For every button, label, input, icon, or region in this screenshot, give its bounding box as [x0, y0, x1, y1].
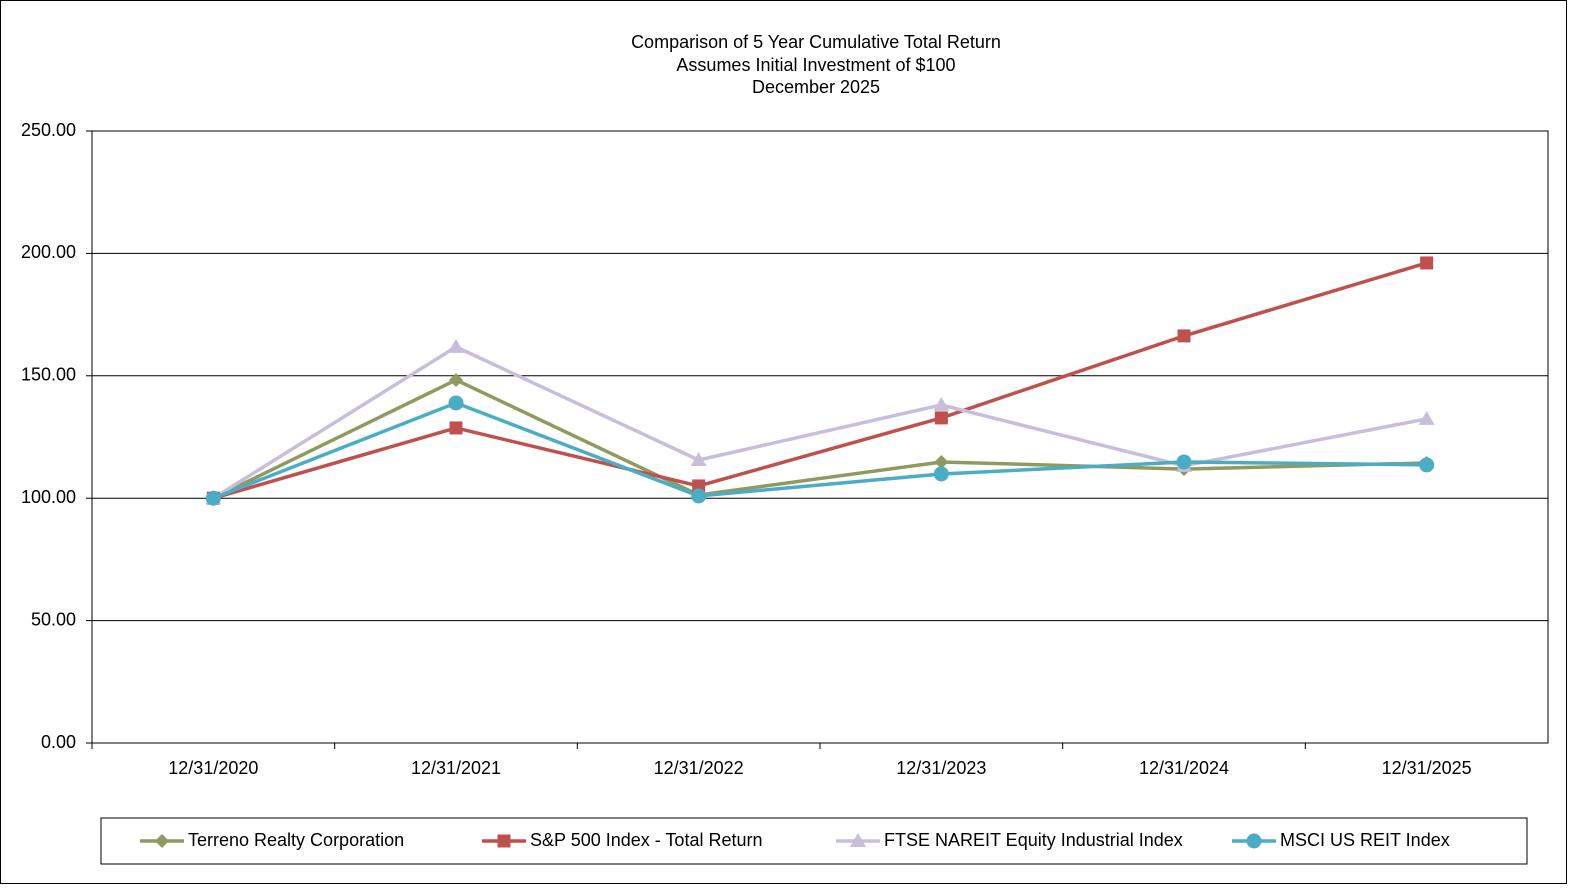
- legend-marker: [850, 833, 866, 847]
- data-point: [934, 454, 949, 469]
- legend-marker: [497, 834, 511, 848]
- chart-subtitle: Assumes Initial Investment of $100: [676, 55, 955, 75]
- data-point: [1177, 329, 1191, 343]
- data-point: [934, 411, 948, 425]
- legend-label: MSCI US REIT Index: [1280, 830, 1450, 850]
- y-tick-label: 150.00: [21, 365, 76, 385]
- x-tick-label: 12/31/2022: [654, 758, 744, 778]
- legend-marker: [155, 834, 169, 848]
- data-point: [933, 396, 950, 411]
- data-point: [1419, 457, 1435, 473]
- series-line: [212, 378, 1427, 500]
- data-point: [1176, 454, 1192, 470]
- series-line: [212, 401, 1427, 500]
- data-point: [449, 421, 463, 435]
- data-point: [691, 488, 707, 504]
- legend-label: S&P 500 Index - Total Return: [530, 830, 762, 850]
- data-point: [690, 452, 707, 467]
- data-point: [448, 395, 464, 411]
- data-point: [205, 490, 221, 506]
- legend-box: [100, 817, 1528, 865]
- data-point: [449, 372, 463, 387]
- series-line: [212, 261, 1428, 500]
- series-line: [212, 344, 1428, 500]
- legend-marker: [1246, 833, 1262, 849]
- legend-label: Terreno Realty Corporation: [188, 830, 404, 850]
- data-point: [692, 479, 706, 493]
- y-tick-label: 0.00: [41, 732, 76, 752]
- y-tick-label: 250.00: [21, 120, 76, 140]
- data-point: [1418, 410, 1435, 425]
- x-tick-label: 12/31/2021: [411, 758, 501, 778]
- chart-subtitle: December 2025: [752, 77, 880, 97]
- x-tick-label: 12/31/2024: [1139, 758, 1229, 778]
- x-tick-label: 12/31/2025: [1382, 758, 1472, 778]
- y-tick-label: 200.00: [21, 242, 76, 262]
- y-tick-label: 100.00: [21, 487, 76, 507]
- data-point: [933, 466, 949, 482]
- data-point: [448, 338, 464, 353]
- x-tick-label: 12/31/2020: [168, 758, 258, 778]
- x-tick-label: 12/31/2023: [896, 758, 986, 778]
- chart-title: Comparison of 5 Year Cumulative Total Re…: [631, 32, 1001, 52]
- data-point: [1420, 256, 1434, 270]
- legend-label: FTSE NAREIT Equity Industrial Index: [884, 830, 1183, 850]
- y-tick-label: 50.00: [31, 609, 76, 629]
